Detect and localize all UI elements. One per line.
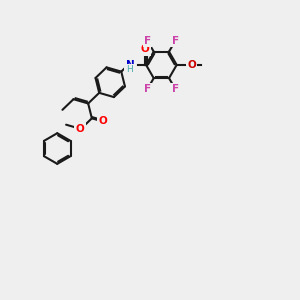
Text: N: N <box>126 60 134 70</box>
Text: F: F <box>144 36 151 46</box>
Text: O: O <box>99 116 108 126</box>
Text: H: H <box>127 65 134 74</box>
Text: O: O <box>187 60 196 70</box>
Text: O: O <box>141 44 149 54</box>
Text: F: F <box>144 84 151 94</box>
Text: F: F <box>172 84 179 94</box>
Text: F: F <box>172 36 179 46</box>
Text: O: O <box>76 124 85 134</box>
